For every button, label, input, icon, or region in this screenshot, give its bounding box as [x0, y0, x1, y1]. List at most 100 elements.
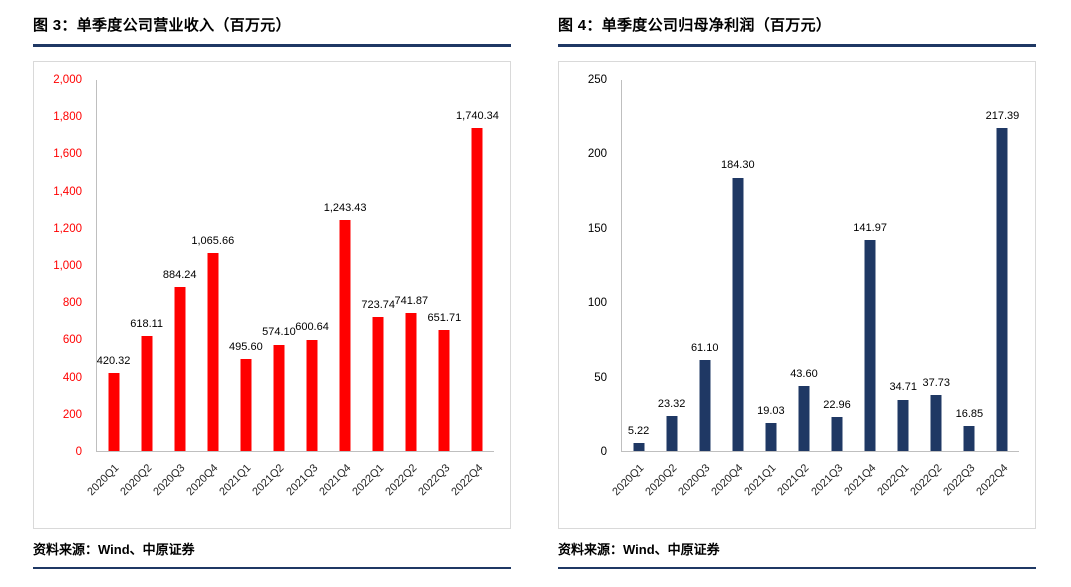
- figure-title-net-profit: 图 4：单季度公司归母净利润（百万元）: [558, 10, 1036, 47]
- y-axis-tick-label: 1,400: [53, 185, 82, 198]
- x-axis-tick-label: 2020Q2: [643, 462, 680, 499]
- plot-area: 420.32 618.11 884.24 1,065.66 495.60 574.10 60…: [96, 80, 499, 452]
- bar-value-label: 723.74: [361, 298, 396, 311]
- bar-value-label: 1,065.66: [191, 235, 235, 248]
- y-axis-tick-label: 400: [62, 371, 82, 384]
- bar-value-label: 217.39: [985, 110, 1020, 123]
- bar-value-label: 574.10: [262, 326, 296, 339]
- y-axis-tick-label: 800: [62, 297, 82, 310]
- revenue-bar-chart: 0 200 400 600 800 1,000 1,200 1,400 1,600 1,800 2,…: [33, 61, 511, 529]
- x-axis-tick-label: 2022Q4: [449, 462, 486, 499]
- bar-value-label: 22.96: [823, 398, 851, 411]
- y-axis-tick-label: 1,200: [53, 222, 82, 235]
- x-axis-tick-label: 2021Q3: [808, 462, 846, 499]
- plot-area: 5.22 23.32 61.10 184.30 19.03 43.60 22.96 141.9…: [621, 80, 1019, 452]
- x-axis-tick-label: 2020Q4: [184, 462, 221, 499]
- bar-2022Q4: [996, 128, 1008, 451]
- y-axis-tick-label: 200: [62, 408, 82, 421]
- bar-2020Q4: [207, 253, 219, 451]
- x-axis-tick-label: 2021Q1: [742, 462, 779, 499]
- x-axis-tick-label: 2020Q3: [676, 462, 713, 499]
- bar-2020Q2: [141, 336, 153, 451]
- source-note: 资料来源：Wind、中原证券: [33, 539, 511, 569]
- bar-2021Q1: [240, 359, 252, 451]
- x-axis-tick-label: 2021Q3: [283, 462, 321, 499]
- bar-2021Q1: [765, 422, 777, 451]
- bar-value-label: 37.73: [922, 376, 951, 389]
- y-axis-tick-label: 0: [75, 446, 82, 458]
- bar-2020Q2: [666, 416, 678, 451]
- bar-2022Q2: [930, 395, 942, 451]
- bar-value-label: 184.30: [720, 159, 755, 172]
- bar-value-label: 23.32: [657, 398, 686, 411]
- bar-value-label: 19.03: [757, 404, 785, 417]
- x-axis-tick-label: 2022Q2: [383, 462, 420, 499]
- y-axis-tick-label: 100: [587, 297, 607, 310]
- x-axis-tick-label: 2022Q3: [416, 462, 453, 499]
- x-axis-tick-label: 2021Q4: [317, 462, 354, 499]
- bar-2021Q4: [339, 220, 351, 451]
- bar-2022Q3: [438, 330, 450, 451]
- bar-value-label: 16.85: [955, 407, 984, 420]
- bar-value-label: 34.71: [889, 381, 917, 394]
- bar-value-label: 741.87: [394, 295, 429, 308]
- x-axis-tick-label: 2022Q1: [875, 462, 912, 499]
- x-axis-tick-label: 2022Q4: [974, 462, 1011, 499]
- panel-quarterly-revenue: 图 3：单季度公司营业收入（百万元） 0 200 400 600 800 1,000 1,2…: [33, 10, 511, 569]
- bar-value-label: 884.24: [162, 268, 197, 281]
- bar-value-label: 600.64: [295, 321, 329, 334]
- x-axis-tick-label: 2020Q1: [609, 462, 647, 499]
- y-axis-tick-label: 200: [587, 148, 607, 161]
- bar-2022Q3: [963, 426, 975, 451]
- x-axis-tick-label: 2022Q3: [941, 462, 978, 499]
- bar-value-label: 1,740.34: [456, 109, 499, 122]
- bar-2020Q3: [699, 360, 711, 451]
- bar-value-label: 61.10: [690, 342, 719, 355]
- x-axis-tick-label: 2021Q1: [217, 462, 254, 499]
- x-axis-tick-label: 2021Q2: [775, 462, 812, 499]
- y-axis-tick-label: 1,600: [53, 148, 82, 161]
- figure-title-revenue: 图 3：单季度公司营业收入（百万元）: [33, 10, 511, 47]
- bar-2022Q2: [405, 313, 417, 451]
- bar-2021Q3: [831, 416, 843, 451]
- x-axis: 2020Q1 2020Q2 2020Q3 2020Q4 2021Q1 2021Q2 2021…: [610, 452, 1019, 528]
- x-axis-tick-label: 2022Q2: [908, 462, 945, 499]
- x-axis-tick-label: 2022Q1: [350, 462, 387, 499]
- y-axis: 0 50 100 150 200 250: [559, 74, 615, 458]
- y-axis-tick-label: 1,800: [53, 111, 82, 124]
- bar-2021Q4: [864, 240, 876, 451]
- bar-2022Q4: [471, 128, 483, 451]
- bar-value-label: 420.32: [96, 354, 131, 367]
- bar-value-label: 618.11: [130, 318, 164, 331]
- bar-2020Q3: [174, 286, 186, 451]
- bar-value-label: 141.97: [853, 222, 887, 235]
- y-axis-tick-label: 1,000: [53, 260, 82, 272]
- bar-value-label: 43.60: [790, 368, 818, 381]
- x-axis-tick-label: 2020Q4: [709, 462, 746, 499]
- bar-2022Q1: [897, 399, 909, 451]
- y-axis-tick-label: 2,000: [53, 74, 82, 86]
- bar-value-label: 495.60: [229, 340, 263, 353]
- x-axis: 2020Q1 2020Q2 2020Q3 2020Q4 2021Q1 2021Q2 2021…: [85, 452, 494, 528]
- y-axis-tick-label: 600: [62, 334, 82, 347]
- y-axis: 0 200 400 600 800 1,000 1,200 1,400 1,600 1,800 2,…: [34, 74, 90, 458]
- y-axis-tick-label: 250: [587, 74, 607, 86]
- bar-value-label: 5.22: [627, 425, 650, 438]
- x-axis-tick-label: 2020Q1: [84, 462, 122, 499]
- bar-value-label: 1,243.43: [323, 202, 367, 215]
- panel-quarterly-net-profit: 图 4：单季度公司归母净利润（百万元） 0 50 100 150 200 250 5.22…: [558, 10, 1036, 569]
- net-profit-bar-chart: 0 50 100 150 200 250 5.22 23.32 61.10 184.30 19.0…: [558, 61, 1036, 529]
- x-axis-tick-label: 2021Q4: [842, 462, 879, 499]
- bar-2022Q1: [372, 316, 384, 451]
- x-axis-tick-label: 2020Q2: [118, 462, 155, 499]
- bar-2021Q2: [798, 386, 810, 451]
- y-axis-tick-label: 50: [594, 371, 607, 384]
- bar-2020Q1: [108, 373, 120, 451]
- y-axis-tick-label: 0: [600, 446, 607, 458]
- bar-value-label: 651.71: [427, 311, 462, 324]
- x-axis-tick-label: 2020Q3: [151, 462, 188, 499]
- bar-2020Q1: [633, 443, 645, 451]
- bar-2021Q2: [273, 344, 285, 451]
- bar-2021Q3: [306, 339, 318, 451]
- x-axis-tick-label: 2021Q2: [250, 462, 287, 499]
